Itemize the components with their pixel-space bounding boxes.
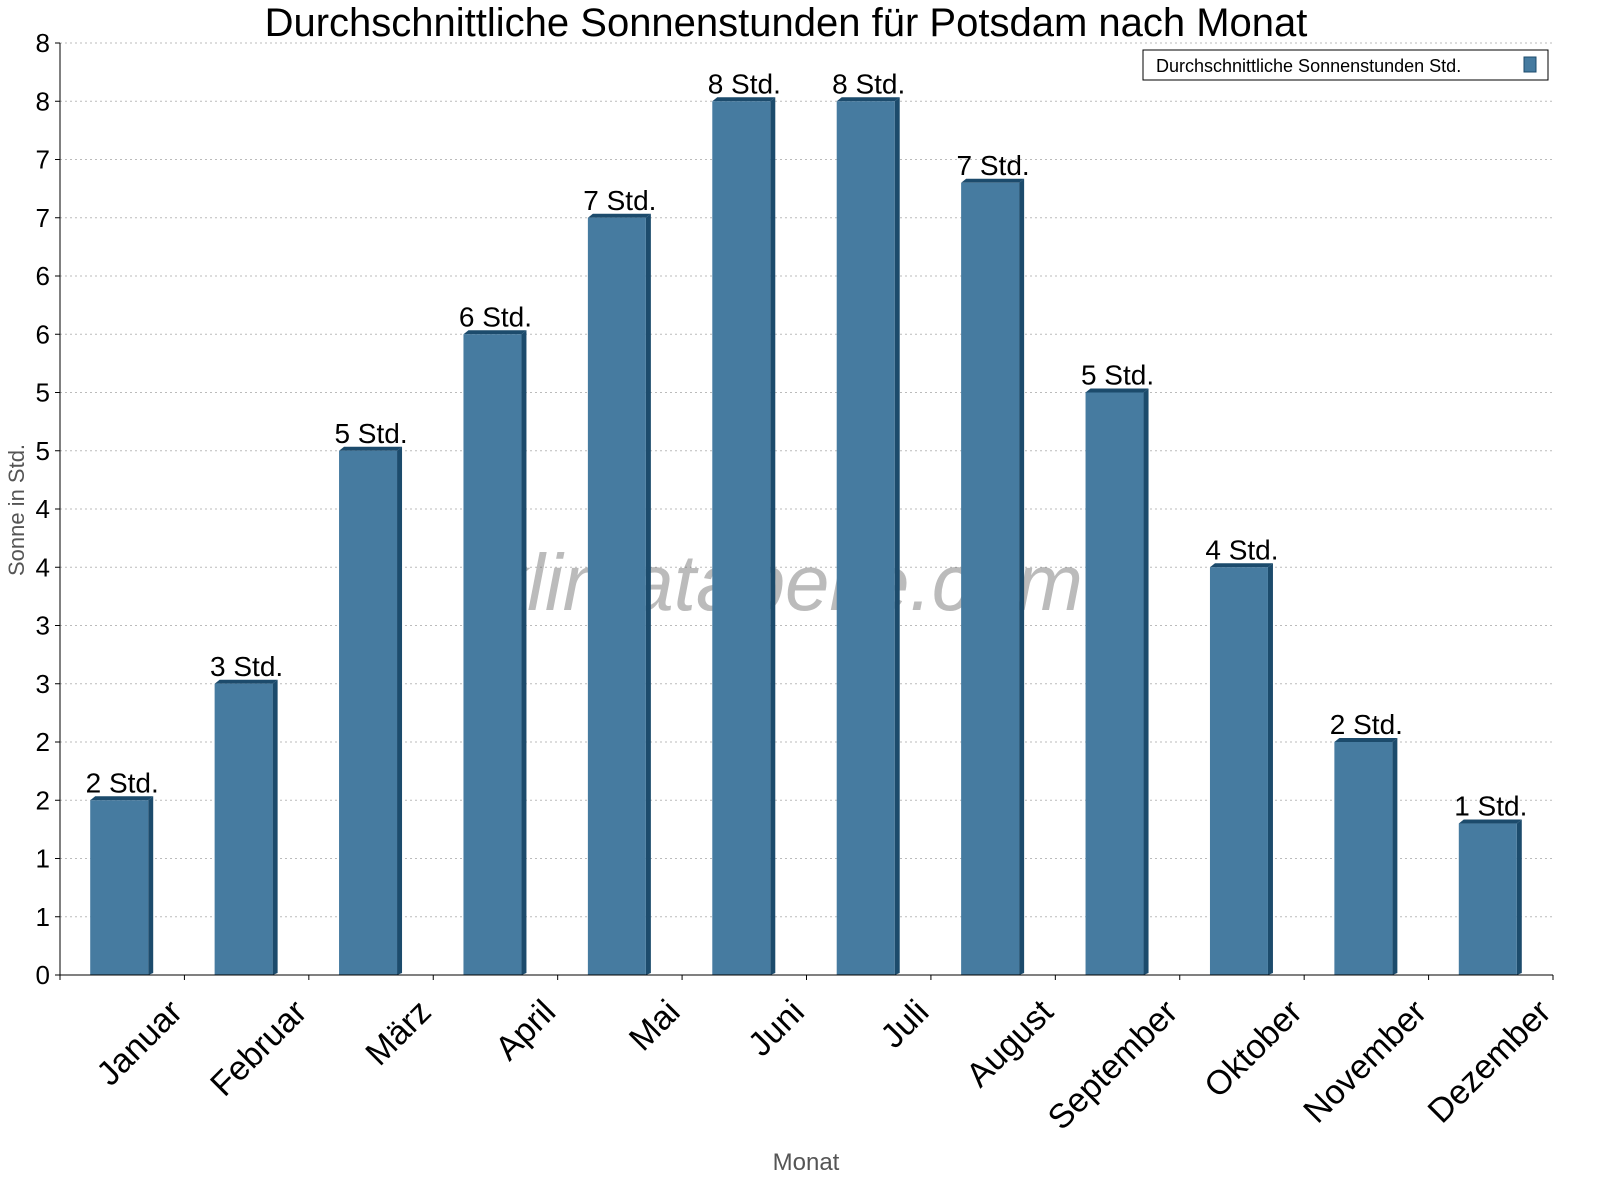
y-tick-label: 1 [36,844,50,874]
data-label: 4 Std. [1205,534,1278,565]
y-tick-label: 0 [36,960,50,990]
data-label: 7 Std. [957,150,1030,181]
bar [1458,823,1517,975]
bar-top [587,213,651,218]
bar [1334,742,1393,975]
x-tick-label: Juli [873,993,936,1056]
bar-top [836,97,900,102]
bar-side [770,97,776,975]
bar-top [214,679,278,684]
y-tick-label: 8 [36,86,50,116]
data-label: 6 Std. [459,301,532,332]
x-tick-label: Dezember [1421,993,1559,1131]
x-tick-label: August [959,992,1061,1094]
bar-side [1143,388,1149,975]
bar-side [148,796,154,975]
y-tick-label: 6 [36,261,50,291]
bar-side [1267,563,1273,975]
legend-label: Durchschnittliche Sonnenstunden Std. [1156,56,1461,76]
y-tick-label: 2 [36,785,50,815]
x-axis-label: Monat [773,1149,840,1176]
data-label: 8 Std. [832,68,905,99]
bar [712,101,771,975]
x-tick-label: März [358,993,438,1073]
y-tick-label: 3 [36,669,50,699]
data-label: 2 Std. [1330,709,1403,740]
bar [836,101,895,975]
bar-side [645,213,651,975]
y-tick-label: 8 [36,28,50,58]
x-tick-label: Mai [622,993,688,1059]
y-axis-label: Sonne in Std. [4,444,29,576]
legend-swatch [1523,56,1537,73]
bar [463,334,522,975]
bar [1085,392,1144,975]
y-tick-label: 5 [36,378,50,408]
bar-side [397,446,403,975]
data-label: 2 Std. [86,767,159,798]
x-tick-label: April [488,993,563,1068]
bar [339,450,398,975]
data-label: 5 Std. [334,418,407,449]
bar-top [961,178,1025,183]
bar-side [894,97,900,975]
y-tick-label: 3 [36,611,50,641]
y-tick-label: 2 [36,727,50,757]
bar-top [1085,388,1149,393]
bar-side [272,679,278,975]
y-tick-label: 4 [36,552,50,582]
bar [1209,567,1268,975]
bar-top [1209,563,1273,568]
bar-side [521,330,527,975]
data-label: 5 Std. [1081,360,1154,391]
bar-top [1458,819,1522,824]
data-label: 8 Std. [708,68,781,99]
bar-side [1516,819,1522,975]
chart-title: Durchschnittliche Sonnenstunden für Pots… [265,1,1308,45]
legend: Durchschnittliche Sonnenstunden Std. [1142,49,1549,81]
x-tick-label: Juni [741,993,812,1064]
bar [587,217,646,975]
x-tick-label: Oktober [1197,993,1309,1105]
y-tick-label: 7 [36,145,50,175]
bar-side [1392,738,1398,975]
x-tick-label: Februar [203,993,314,1104]
y-tick-label: 5 [36,436,50,466]
y-tick-label: 7 [36,203,50,233]
data-label: 3 Std. [210,651,283,682]
bar [961,182,1020,976]
bar-top [712,97,776,102]
x-tick-label: Januar [89,993,189,1093]
data-label: 1 Std. [1454,791,1527,822]
x-tick-label: November [1296,993,1434,1131]
data-label: 7 Std. [583,185,656,216]
bar-top [1334,738,1398,742]
bar [214,683,273,975]
y-tick-label: 4 [36,494,50,524]
bar [90,800,149,975]
x-tick-label: September [1041,993,1185,1137]
bar-top [90,796,154,801]
bar-top [463,330,527,335]
y-tick-label: 1 [36,902,50,932]
bar-top [339,446,403,451]
bar-side [1019,178,1025,976]
y-tick-label: 6 [36,319,50,349]
